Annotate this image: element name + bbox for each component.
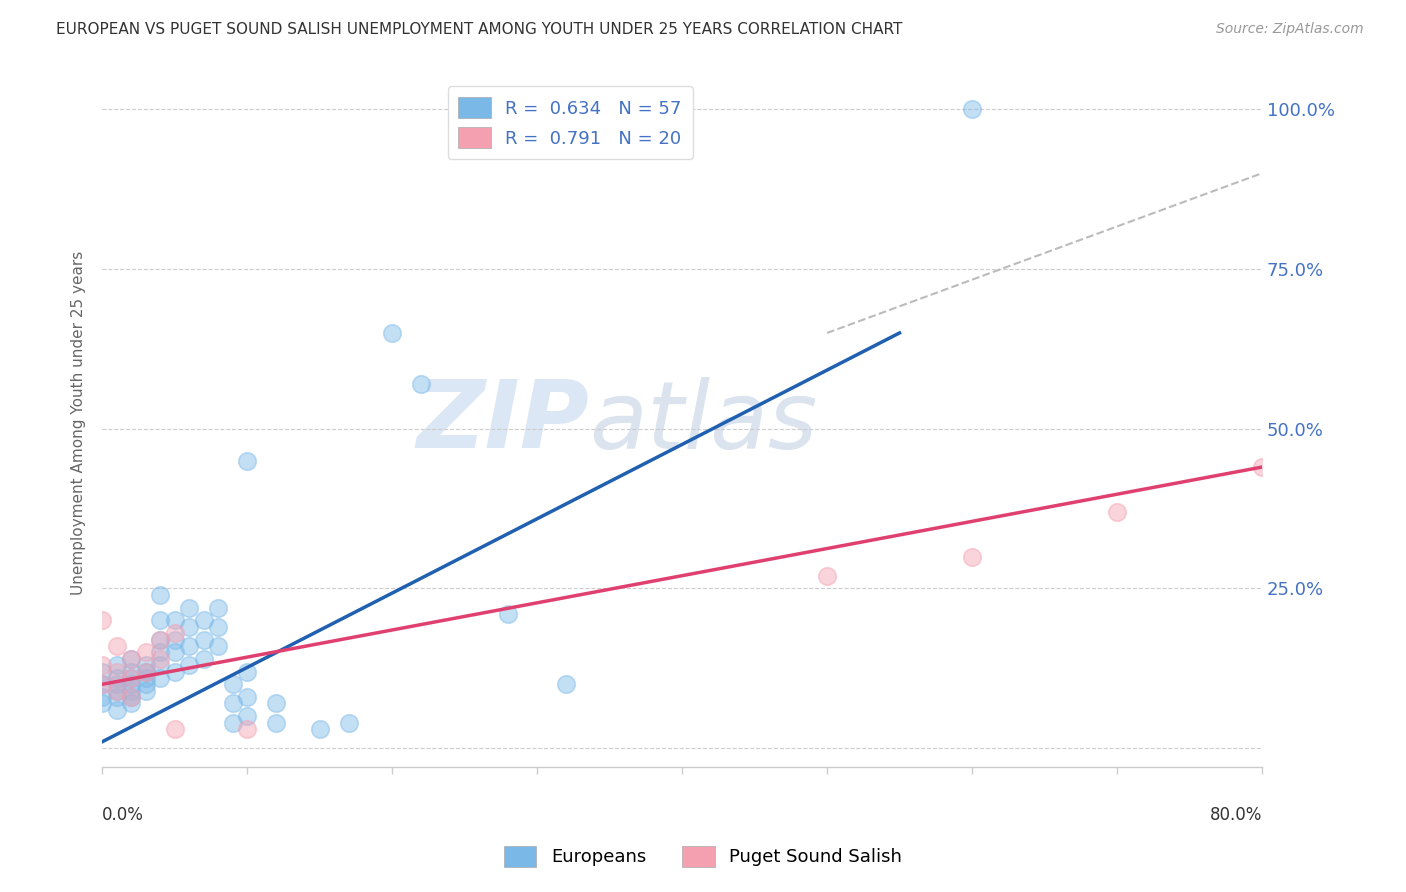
Point xyxy=(221,697,243,711)
Point xyxy=(91,697,114,711)
Point xyxy=(149,645,172,659)
Point xyxy=(163,722,186,736)
Point xyxy=(149,632,172,647)
Point xyxy=(149,658,172,673)
Legend: Europeans, Puget Sound Salish: Europeans, Puget Sound Salish xyxy=(496,838,910,874)
Point xyxy=(149,632,172,647)
Text: 80.0%: 80.0% xyxy=(1209,805,1263,823)
Point xyxy=(120,665,142,679)
Point xyxy=(135,677,157,691)
Point xyxy=(236,665,259,679)
Point xyxy=(105,703,128,717)
Point xyxy=(149,614,172,628)
Point xyxy=(337,715,360,730)
Point xyxy=(91,665,114,679)
Point xyxy=(264,715,287,730)
Point xyxy=(496,607,519,621)
Point xyxy=(236,722,259,736)
Point xyxy=(105,639,128,653)
Point xyxy=(135,665,157,679)
Point xyxy=(221,677,243,691)
Point xyxy=(221,715,243,730)
Point xyxy=(91,614,114,628)
Point xyxy=(149,588,172,602)
Text: atlas: atlas xyxy=(589,377,817,468)
Point xyxy=(207,639,229,653)
Y-axis label: Unemployment Among Youth under 25 years: Unemployment Among Youth under 25 years xyxy=(72,251,86,594)
Point xyxy=(193,651,215,665)
Point xyxy=(120,671,142,685)
Point xyxy=(135,665,157,679)
Point xyxy=(105,690,128,704)
Point xyxy=(193,632,215,647)
Point xyxy=(815,568,838,582)
Legend: R =  0.634   N = 57, R =  0.791   N = 20: R = 0.634 N = 57, R = 0.791 N = 20 xyxy=(447,87,693,159)
Point xyxy=(179,658,201,673)
Point xyxy=(105,677,128,691)
Point xyxy=(120,690,142,704)
Point xyxy=(163,614,186,628)
Point xyxy=(236,709,259,723)
Text: EUROPEAN VS PUGET SOUND SALISH UNEMPLOYMENT AMONG YOUTH UNDER 25 YEARS CORRELATI: EUROPEAN VS PUGET SOUND SALISH UNEMPLOYM… xyxy=(56,22,903,37)
Point xyxy=(105,683,128,698)
Point xyxy=(135,645,157,659)
Point xyxy=(135,683,157,698)
Point xyxy=(163,645,186,659)
Point xyxy=(163,665,186,679)
Point xyxy=(179,600,201,615)
Point xyxy=(91,677,114,691)
Point xyxy=(120,683,142,698)
Point xyxy=(91,677,114,691)
Point xyxy=(236,690,259,704)
Text: ZIP: ZIP xyxy=(416,376,589,468)
Point xyxy=(163,632,186,647)
Point xyxy=(207,600,229,615)
Point xyxy=(135,671,157,685)
Point xyxy=(120,651,142,665)
Point xyxy=(149,651,172,665)
Point xyxy=(411,377,433,392)
Point xyxy=(120,690,142,704)
Point xyxy=(960,103,983,117)
Point xyxy=(91,690,114,704)
Point xyxy=(555,677,578,691)
Point xyxy=(135,658,157,673)
Point xyxy=(1251,460,1274,475)
Point xyxy=(105,665,128,679)
Point xyxy=(163,626,186,640)
Text: 0.0%: 0.0% xyxy=(103,805,143,823)
Point xyxy=(1105,505,1128,519)
Point xyxy=(105,658,128,673)
Point xyxy=(264,697,287,711)
Point xyxy=(105,671,128,685)
Point xyxy=(91,658,114,673)
Point xyxy=(236,453,259,467)
Text: Source: ZipAtlas.com: Source: ZipAtlas.com xyxy=(1216,22,1364,37)
Point xyxy=(308,722,330,736)
Point xyxy=(960,549,983,564)
Point xyxy=(120,651,142,665)
Point xyxy=(149,671,172,685)
Point xyxy=(105,683,128,698)
Point xyxy=(179,620,201,634)
Point xyxy=(179,639,201,653)
Point xyxy=(120,671,142,685)
Point xyxy=(120,677,142,691)
Point xyxy=(207,620,229,634)
Point xyxy=(120,697,142,711)
Point xyxy=(193,614,215,628)
Point xyxy=(381,326,404,340)
